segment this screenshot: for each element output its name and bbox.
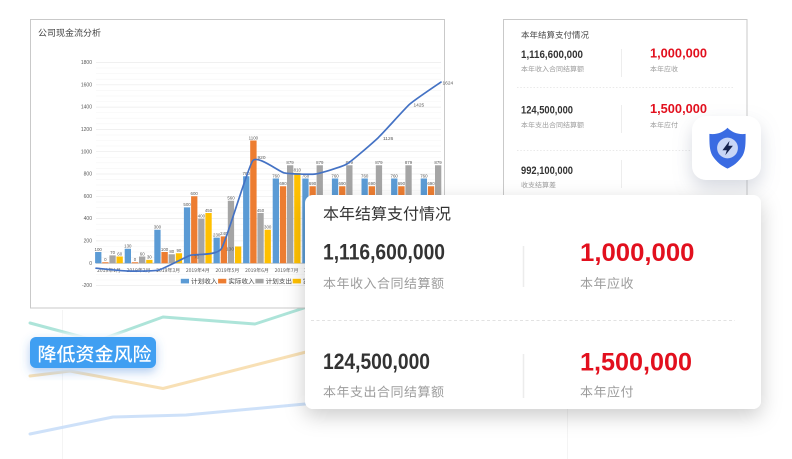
- svg-text:1,116,600,000: 1,116,600,000: [323, 239, 445, 264]
- svg-text:300: 300: [264, 225, 272, 230]
- svg-text:1,116,600,000: 1,116,600,000: [521, 49, 583, 61]
- svg-text:600: 600: [191, 191, 199, 196]
- svg-text:30: 30: [147, 255, 152, 260]
- svg-text:1200: 1200: [81, 127, 92, 133]
- svg-text:90: 90: [176, 248, 181, 253]
- svg-text:1100: 1100: [249, 135, 259, 140]
- svg-text:80: 80: [169, 249, 174, 254]
- svg-text:100: 100: [95, 247, 103, 252]
- svg-text:760: 760: [302, 173, 310, 178]
- svg-text:810: 810: [294, 168, 302, 173]
- svg-text:124,500,000: 124,500,000: [323, 349, 430, 374]
- svg-text:60: 60: [117, 251, 122, 256]
- svg-text:690: 690: [309, 181, 317, 186]
- svg-text:1600: 1600: [81, 82, 92, 88]
- svg-text:879: 879: [316, 160, 324, 165]
- svg-text:690: 690: [398, 181, 406, 186]
- svg-text:400: 400: [198, 213, 206, 218]
- svg-text:760: 760: [331, 173, 339, 178]
- svg-text:1000: 1000: [81, 149, 92, 155]
- svg-text:780: 780: [243, 171, 251, 176]
- svg-text:450: 450: [205, 208, 213, 213]
- svg-text:760: 760: [420, 173, 428, 178]
- svg-text:-200: -200: [82, 283, 92, 289]
- svg-text:70: 70: [194, 255, 200, 261]
- svg-text:0: 0: [134, 257, 137, 262]
- svg-text:400: 400: [84, 216, 93, 222]
- svg-text:70: 70: [110, 250, 115, 255]
- svg-text:130: 130: [226, 247, 234, 253]
- svg-text:920: 920: [258, 155, 266, 161]
- svg-text:1,500,000: 1,500,000: [580, 349, 692, 377]
- svg-text:879: 879: [375, 160, 383, 165]
- svg-text:992,100,000: 992,100,000: [521, 165, 573, 177]
- svg-text:1800: 1800: [81, 60, 92, 66]
- svg-text:760: 760: [361, 173, 369, 178]
- svg-text:124,500,000: 124,500,000: [521, 105, 573, 117]
- svg-text:760: 760: [272, 173, 280, 178]
- svg-text:500: 500: [183, 202, 191, 207]
- svg-text:760: 760: [391, 173, 399, 178]
- svg-text:130: 130: [124, 244, 132, 249]
- svg-text:1126: 1126: [383, 136, 394, 142]
- svg-text:600: 600: [84, 194, 93, 200]
- svg-text:879: 879: [286, 160, 294, 165]
- svg-text:450: 450: [257, 208, 265, 213]
- svg-text:100: 100: [161, 247, 169, 252]
- svg-text:690: 690: [279, 181, 287, 186]
- svg-text:1400: 1400: [81, 105, 92, 111]
- svg-text:1425: 1425: [414, 103, 425, 109]
- svg-text:200: 200: [84, 239, 93, 245]
- svg-text:300: 300: [154, 225, 162, 230]
- svg-text:230: 230: [213, 232, 221, 237]
- svg-text:60: 60: [140, 251, 145, 256]
- svg-text:560: 560: [227, 196, 235, 201]
- svg-text:879: 879: [434, 160, 442, 165]
- svg-text:1,000,000: 1,000,000: [650, 47, 707, 61]
- svg-text:690: 690: [339, 181, 347, 186]
- svg-text:1,000,000: 1,000,000: [580, 239, 695, 267]
- svg-text:690: 690: [427, 181, 435, 186]
- svg-text:240: 240: [220, 231, 228, 236]
- svg-text:0: 0: [89, 261, 92, 267]
- svg-text:1624: 1624: [443, 81, 454, 87]
- svg-text:879: 879: [405, 160, 413, 165]
- svg-text:1,500,000: 1,500,000: [650, 102, 707, 116]
- svg-text:800: 800: [84, 172, 93, 178]
- svg-text:0: 0: [104, 257, 107, 262]
- svg-text:690: 690: [368, 181, 376, 186]
